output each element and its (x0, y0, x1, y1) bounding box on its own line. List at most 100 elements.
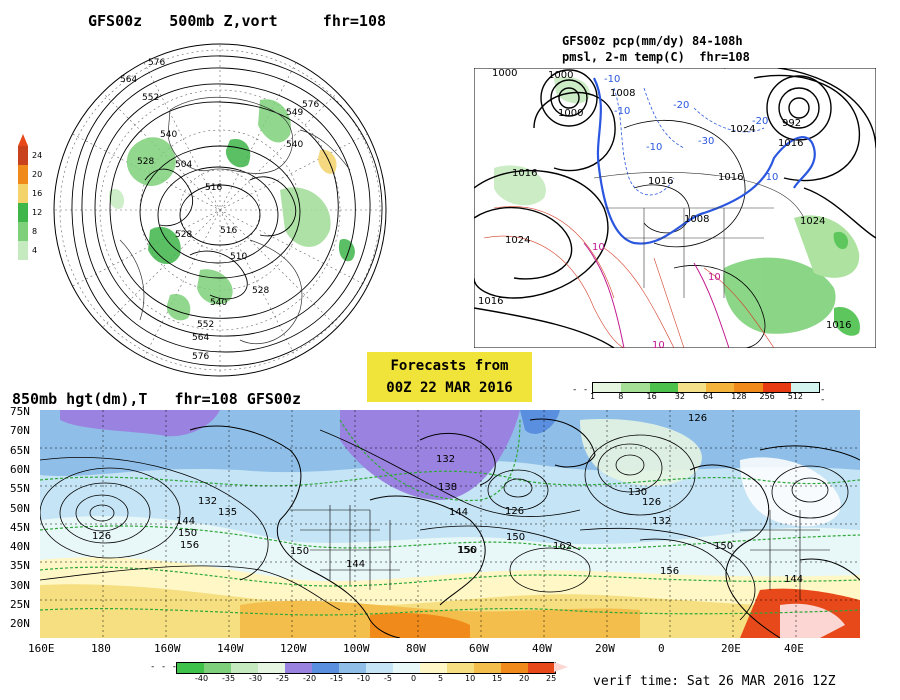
latitude-label: 65N (10, 443, 30, 457)
verif-time: verif time: Sat 26 MAR 2016 12Z (593, 674, 836, 689)
contour-label-500: 564 (192, 333, 210, 343)
latitude-label: 60N (10, 462, 30, 476)
height-label: 150 (506, 532, 526, 543)
temperature-label: 10 (708, 272, 721, 283)
cylindrical-map-850mb (40, 410, 860, 638)
colorbar-label: -10 (357, 674, 371, 683)
height-label: 150 (714, 541, 734, 552)
isobar-label: 1016 (478, 296, 504, 307)
temperature-label: 10 (592, 242, 605, 253)
colorbar-label: 512 (787, 392, 804, 401)
temperature-label: -10 (614, 106, 631, 117)
pmsl-map (474, 68, 876, 348)
colorbar-swatch (649, 383, 678, 392)
colorbar-swatch (18, 165, 28, 184)
height-label: 138 (438, 482, 458, 493)
height-label: 132 (198, 496, 218, 507)
temperature-label: -10 (646, 142, 663, 153)
colorbar-swatch (706, 383, 735, 392)
colorbar-end-marker: - - (820, 385, 826, 405)
isobar-label: 1008 (610, 88, 636, 99)
height-label: 156 (180, 540, 200, 551)
contour-label-500: 540 (210, 298, 228, 308)
colorbar-swatch (18, 241, 28, 260)
height-label: 156 (457, 545, 477, 556)
colorbar-label: -5 (384, 674, 392, 683)
colorbar-swatch (621, 383, 650, 392)
longitude-label: 20W (595, 642, 615, 655)
polar-map-500mb (53, 43, 387, 377)
colorbar-end-marker (554, 662, 568, 672)
contour-label-500: 540 (286, 140, 304, 150)
contour-label-500: 552 (142, 93, 160, 103)
colorbar-swatch (420, 663, 447, 673)
contour-label-500: 504 (175, 160, 193, 170)
panel-pcp-title-2: pmsl, 2-m temp(C) fhr=108 (562, 50, 750, 64)
vorticity-colorbar (18, 134, 28, 260)
contour-label-500: 549 (286, 108, 304, 118)
colorbar-label: 256 (759, 392, 775, 401)
contour-label-500: 540 (160, 130, 178, 140)
isobar-label: 1024 (730, 124, 756, 135)
colorbar-label: 24 (32, 151, 43, 160)
temperature-label: -10 (604, 74, 621, 85)
contour-label-500: 576 (192, 352, 210, 362)
isobar-label: 1016 (826, 320, 852, 331)
colorbar-end-marker: - - - (572, 385, 600, 395)
colorbar-label: -25 (276, 674, 290, 683)
colorbar-label: -20 (303, 674, 317, 683)
panel-pcp-title-1: GFS00z pcp(mm/dy) 84-108h (562, 34, 743, 48)
temperature-label: -30 (698, 136, 715, 147)
isobar-label: 1024 (505, 235, 531, 246)
latitude-label: 45N (10, 520, 30, 534)
isobar-label: 1000 (492, 68, 518, 79)
panel-850mb-title: 850mb hgt(dm),T fhr=108 GFS00z (12, 390, 301, 408)
contour-label-500: 510 (230, 252, 248, 262)
colorbar-label: 20 (519, 674, 530, 683)
longitude-label: 140W (217, 642, 244, 655)
colorbar-swatch (393, 663, 420, 673)
colorbar-swatch (734, 383, 763, 392)
colorbar-label: -15 (330, 674, 344, 683)
latitude-label: 55N (10, 482, 30, 496)
height-label: 135 (218, 507, 238, 518)
colorbar-label: 8 (32, 227, 38, 236)
longitude-label: 0 (658, 642, 665, 655)
isobar-label: 1008 (684, 214, 710, 225)
isobar-label: 1000 (558, 108, 584, 119)
colorbar-swatch (18, 203, 28, 222)
colorbar-label: -30 (249, 674, 263, 683)
colorbar-label: 12 (32, 208, 43, 217)
colorbar-label: 0 (411, 674, 417, 683)
latitude-label: 30N (10, 578, 30, 592)
colorbar-label: 15 (492, 674, 503, 683)
latitude-label: 50N (10, 501, 30, 515)
colorbar-label: -40 (195, 674, 209, 683)
longitude-label: 160W (154, 642, 181, 655)
height-label: 126 (92, 531, 112, 542)
colorbar-swatch (501, 663, 528, 673)
precip-colorbar: - - - - - 1 8 16 32 64 128 256 512 (572, 382, 832, 405)
vorticity-colorbar-labels: 24 20 16 12 8 4 (32, 146, 42, 260)
colorbar-swatch (285, 663, 312, 673)
contour-label-500: 516 (220, 226, 238, 236)
colorbar-label: 1 (590, 392, 596, 401)
height-label: 144 (176, 516, 196, 527)
contour-label-500: 528 (175, 230, 193, 240)
height-label: 144 (784, 574, 804, 585)
contour-label-500: 552 (197, 320, 215, 330)
latitude-label: 20N (10, 617, 30, 631)
isobar-label: 992 (782, 118, 802, 129)
colorbar-label: 8 (618, 392, 624, 401)
isobar-label: 1016 (778, 138, 804, 149)
colorbar-swatch (762, 383, 791, 392)
colorbar-label: 10 (465, 674, 476, 683)
height-label: 126 (505, 506, 525, 517)
isobar-label: 1000 (548, 70, 574, 81)
colorbar-swatch (474, 663, 501, 673)
forecast-line-2: 00Z 22 MAR 2016 (386, 380, 513, 396)
colorbar-swatch (258, 663, 285, 673)
colorbar-swatch (366, 663, 393, 673)
longitude-label: 180 (91, 642, 111, 655)
colorbar-swatch (204, 663, 231, 673)
